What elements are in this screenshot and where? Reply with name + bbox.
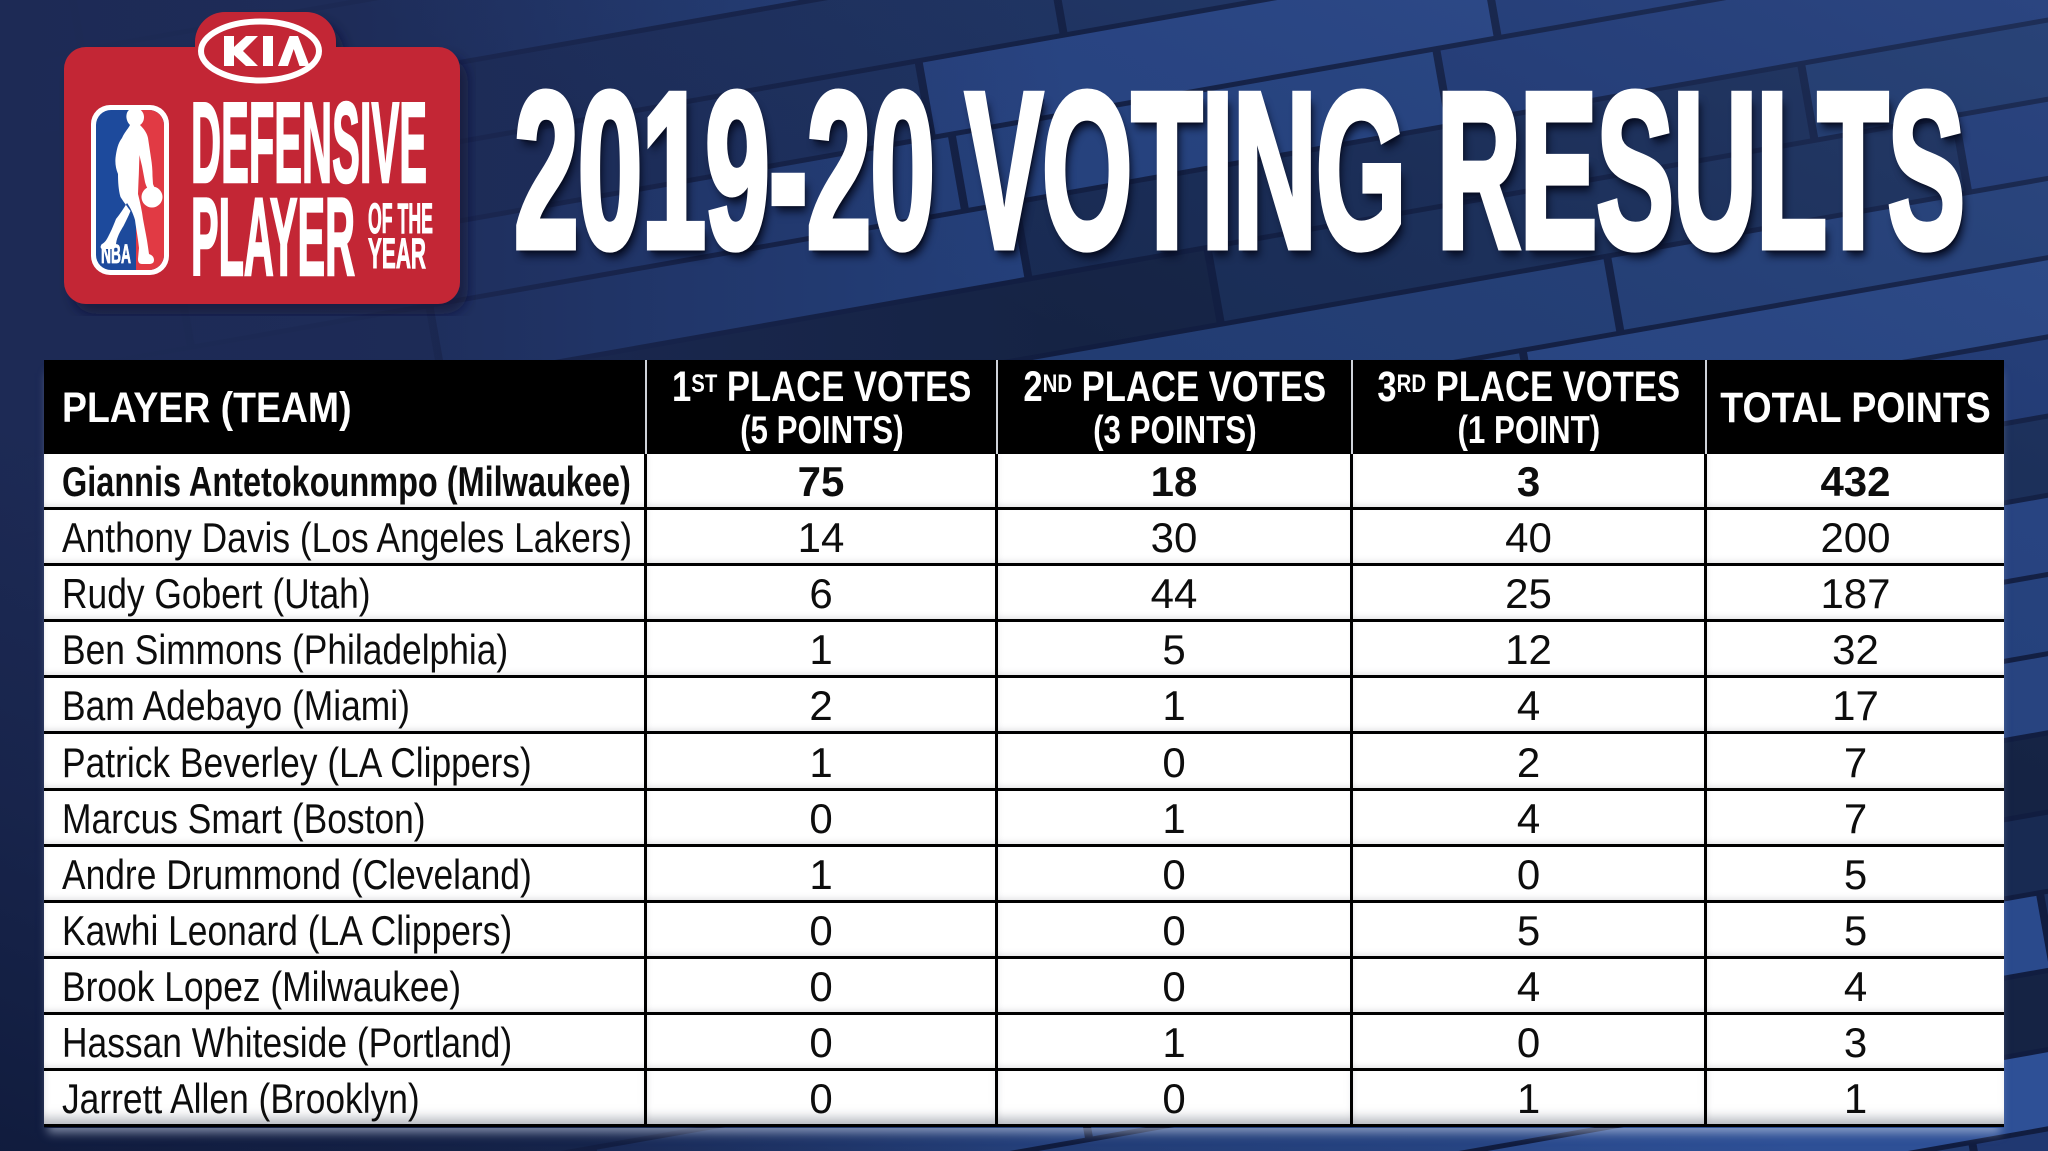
svg-text:NBA: NBA	[101, 239, 131, 269]
svg-text:OF THE: OF THE	[368, 195, 433, 243]
svg-text:PLAYER: PLAYER	[191, 176, 355, 299]
svg-text:YEAR: YEAR	[368, 230, 426, 278]
svg-text:DEFENSIVE: DEFENSIVE	[191, 80, 427, 207]
